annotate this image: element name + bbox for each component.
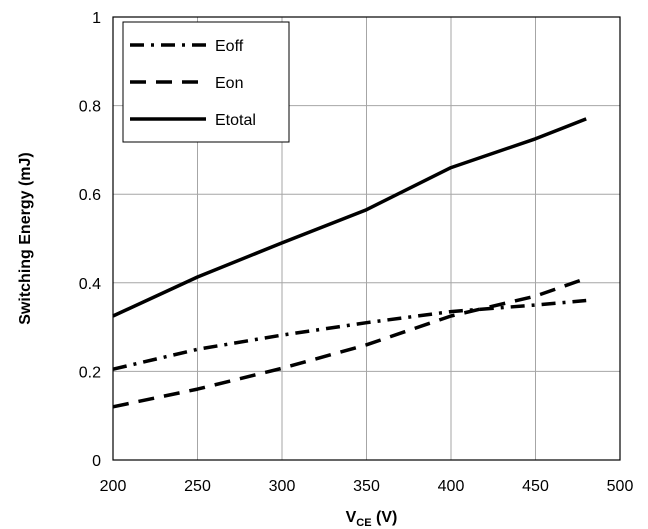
series-line-etotal	[112, 117, 587, 318]
x-tick-label: 200	[100, 478, 127, 495]
x-axis-title: VCE (V)	[346, 509, 398, 529]
y-tick-label: 1	[92, 10, 101, 27]
y-tick-labels: 0 0.2 0.4 0.6 0.8 1	[79, 10, 101, 470]
y-tick-label: 0	[92, 453, 101, 470]
x-axis-title-subscript: CE	[356, 517, 371, 529]
series-layer	[112, 117, 587, 409]
y-tick-label: 0.2	[79, 364, 101, 381]
y-axis-title: Switching Energy (mJ)	[17, 152, 34, 324]
x-tick-label: 300	[269, 478, 296, 495]
y-tick-label: 0.6	[79, 187, 101, 204]
x-tick-label: 250	[184, 478, 211, 495]
x-tick-label: 500	[607, 478, 634, 495]
legend-label-etotal: Etotal	[215, 112, 256, 129]
legend-label-eoff: Eoff	[215, 38, 244, 55]
legend: Eoff Eon Etotal	[122, 21, 290, 143]
series-line-eon	[112, 276, 587, 409]
legend-box	[122, 21, 290, 143]
series-line-eoff	[112, 298, 587, 371]
y-tick-label: 0.4	[79, 276, 101, 293]
x-tick-label: 450	[522, 478, 549, 495]
x-tick-label: 400	[438, 478, 465, 495]
x-axis-title-main: V	[346, 509, 357, 526]
x-tick-labels: 200 250 300 350 400 450 500	[100, 478, 634, 495]
x-tick-label: 350	[353, 478, 380, 495]
x-axis-title-unit: (V)	[372, 509, 398, 526]
legend-label-eon: Eon	[215, 75, 243, 92]
y-tick-label: 0.8	[79, 99, 101, 116]
plot-frame	[112, 16, 621, 461]
